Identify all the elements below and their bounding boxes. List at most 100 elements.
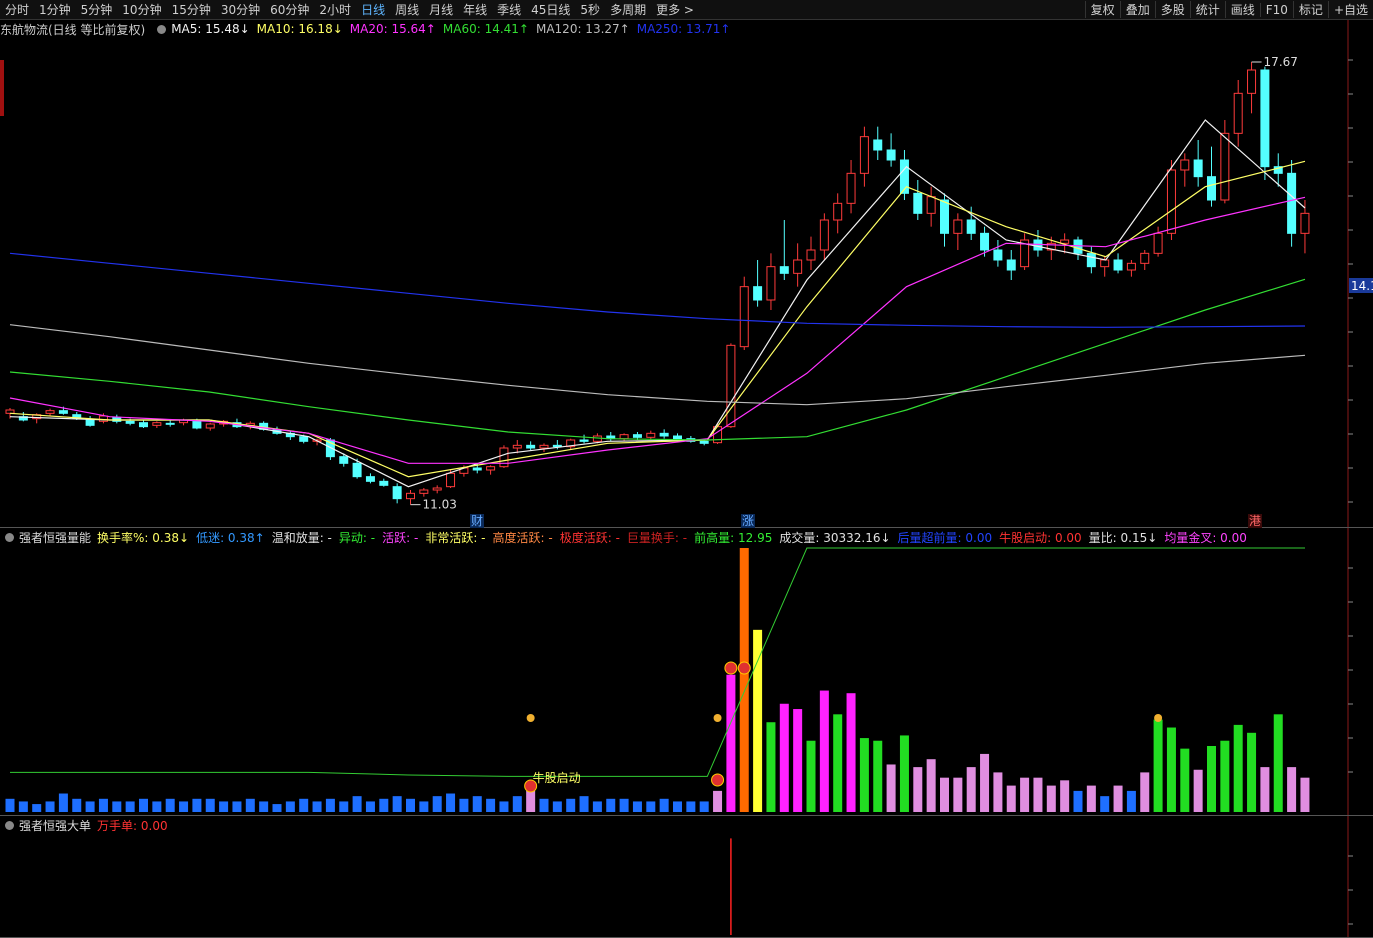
event-mark-box	[470, 514, 484, 528]
candle-body	[1273, 166, 1283, 174]
period-tab[interactable]: 5秒	[580, 3, 601, 17]
period-tab[interactable]: 分时	[5, 3, 30, 17]
period-tab[interactable]: 10分钟	[122, 3, 162, 17]
volume-bar	[1113, 785, 1123, 812]
volume-bar	[1153, 719, 1163, 812]
volume-bar	[205, 798, 215, 812]
volume-bar	[552, 801, 562, 812]
volume-bar	[406, 798, 415, 812]
indicator: 换手率%: 0.38↓	[97, 530, 190, 545]
volume-bar	[980, 753, 990, 812]
candle-body	[899, 159, 909, 194]
hand-icon	[1154, 714, 1163, 722]
volume-bar	[32, 804, 42, 812]
candle-body	[379, 480, 389, 486]
candle-body	[1180, 159, 1190, 171]
period-tab[interactable]: 45日线	[531, 3, 571, 17]
indicator: 后量超前量: 0.00	[897, 530, 993, 545]
volume-bar	[1086, 785, 1096, 812]
volume-bar	[419, 801, 429, 812]
indicator: 极度活跃: -	[559, 530, 620, 545]
volume-bar	[98, 798, 108, 812]
tool-button[interactable]: 标记	[1292, 1, 1328, 18]
volume-bar	[819, 690, 829, 812]
order-panel	[0, 816, 1373, 938]
signal-icon	[724, 661, 738, 675]
candle-body	[926, 196, 936, 214]
period-tab[interactable]: 更多 >	[656, 3, 694, 17]
period-tab[interactable]: 15分钟	[171, 3, 211, 17]
candle-body	[512, 444, 522, 449]
volume-panel: 牛股启动	[0, 528, 1373, 816]
volume-bar	[486, 798, 496, 812]
candle-body	[152, 422, 162, 426]
period-tab[interactable]: 月线	[429, 3, 454, 17]
price-tag: 14.1	[1351, 279, 1373, 293]
volume-bar	[659, 798, 669, 812]
candle-body	[392, 486, 402, 500]
period-tab[interactable]: 季线	[497, 3, 522, 17]
candle-body	[1086, 252, 1096, 268]
period-tab[interactable]: 周线	[395, 3, 420, 17]
volume-bar	[45, 801, 55, 812]
candle-body	[139, 422, 148, 428]
volume-bar	[739, 548, 749, 812]
candle-body	[352, 462, 362, 478]
volume-bar	[1100, 796, 1110, 812]
legend-item: MA250: 13.71↑	[636, 22, 731, 36]
tool-button[interactable]: 叠加	[1119, 1, 1155, 18]
candle-body	[125, 420, 135, 424]
hand-icon	[713, 714, 722, 722]
volume-bar	[646, 801, 656, 812]
candle-body	[1300, 212, 1310, 234]
volume-bar	[566, 798, 576, 812]
tool-button[interactable]: 多股	[1154, 1, 1190, 18]
volume-bar	[966, 767, 976, 812]
period-tab[interactable]: 60分钟	[270, 3, 310, 17]
period-tabs: 分时 1分钟 5分钟 10分钟 15分钟 30分钟 60分钟 2小时 日线 周线 月线 年线 季线 45日…	[0, 0, 699, 19]
candle-body	[753, 286, 763, 301]
candle-body	[432, 487, 442, 491]
candle-body	[993, 249, 1003, 261]
ma-line	[9, 324, 1306, 406]
tool-button[interactable]: 画线	[1224, 1, 1260, 18]
period-tab[interactable]: 日线	[361, 3, 386, 17]
candle-body	[539, 444, 549, 449]
candle-body	[726, 344, 736, 428]
candle-body	[85, 419, 95, 426]
volume-bar	[753, 629, 763, 812]
period-tab[interactable]: 5分钟	[80, 3, 113, 17]
volume-bar	[1126, 790, 1136, 812]
volume-bar	[325, 798, 335, 812]
candle-body	[45, 410, 55, 414]
candle-body	[619, 434, 629, 440]
period-tab[interactable]: 年线	[463, 3, 488, 17]
volume-bar	[446, 793, 456, 812]
period-tab[interactable]: 2小时	[319, 3, 352, 17]
volume-bar	[512, 796, 522, 812]
indicator: 成交量: 30332.16↓	[779, 530, 891, 545]
candle-body	[913, 192, 923, 214]
volume-bar	[1180, 748, 1190, 812]
volume-bar	[352, 796, 362, 812]
period-tab[interactable]: 1分钟	[39, 3, 71, 17]
menu-dot	[157, 24, 167, 34]
volume-bar	[1033, 777, 1043, 812]
candle-body	[1207, 176, 1216, 201]
legend-item: MA20: 15.64↑	[349, 22, 436, 36]
candle-body	[1006, 259, 1016, 271]
tool-button[interactable]: +自选	[1327, 1, 1373, 18]
legend-item: MA10: 16.18↓	[256, 22, 343, 36]
period-tab[interactable]: 多周期	[610, 3, 647, 17]
tool-button[interactable]: 统计	[1189, 1, 1225, 18]
period-tab[interactable]: 30分钟	[220, 3, 261, 17]
high-label: 17.67	[1264, 55, 1298, 69]
tool-button[interactable]: 复权	[1084, 1, 1120, 18]
candle-body	[5, 409, 15, 414]
volume-bar	[259, 801, 269, 812]
candle-body	[1100, 259, 1110, 268]
indicator: 牛股启动: 0.00	[999, 530, 1082, 545]
ma-line	[9, 196, 1306, 464]
tool-button[interactable]: F10	[1259, 2, 1293, 17]
volume-bar	[499, 801, 509, 812]
